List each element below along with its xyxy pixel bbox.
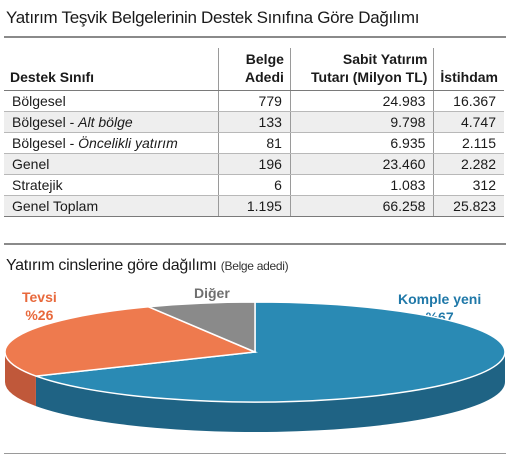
header-belge-line2: Adedi: [245, 69, 284, 85]
cell-destek-sinifi: Bölgesel: [4, 90, 219, 112]
pie-subtitle: (Belge adedi): [220, 259, 289, 273]
pie-slice-tevsi: [4, 305, 258, 377]
pie-label-tevsi-name: Tevsi: [22, 289, 57, 305]
pie-title: Yatırım cinslerine göre dağılımı (Belge …: [6, 257, 289, 275]
pie-tops: [4, 301, 506, 403]
cell-destek-sinifi: Bölgesel - Alt bölge: [4, 111, 219, 133]
cell-destek-sinifi: Genel: [4, 153, 219, 175]
pie-label-tevsi-pct: %26: [25, 307, 54, 323]
cell-name-suffix: Öncelikli yatırım: [78, 135, 178, 151]
cell-belge-adedi: 1.195: [218, 195, 291, 217]
pie-slice-diger: [148, 301, 256, 354]
cell-name-text: Genel Toplam: [12, 198, 99, 214]
cell-sabit-yatirim: 66.258: [289, 195, 434, 217]
pie-side-komple-yeni: [35, 352, 505, 432]
cell-belge-adedi: 196: [218, 153, 291, 175]
table-row: Stratejik 6 1.083 312: [4, 174, 504, 196]
section-divider: [4, 243, 506, 245]
header-belge-adedi: Belge Adedi: [218, 48, 291, 91]
cell-istihdam: 4.747: [433, 111, 504, 133]
cell-name-text: Stratejik: [12, 177, 63, 193]
header-sabit-line2: Tutarı (Milyon TL): [311, 69, 428, 85]
pie-chart: [4, 301, 506, 432]
cell-belge-adedi: 6: [218, 174, 291, 196]
header-sabit-line1: Sabit Yatırım: [342, 51, 428, 67]
cell-istihdam: 16.367: [433, 90, 504, 112]
cell-sabit-yatirim: 6.935: [289, 132, 434, 154]
header-belge-line1: Belge: [245, 51, 284, 67]
table-row: Genel 196 23.460 2.282: [4, 153, 504, 175]
cell-sabit-yatirim: 23.460: [289, 153, 434, 175]
bottom-divider: [4, 453, 506, 454]
cell-name-text: Bölgesel -: [12, 114, 79, 130]
pie-label-tevsi: Tevsi %26: [22, 288, 57, 324]
cell-destek-sinifi: Genel Toplam: [4, 195, 219, 217]
cell-istihdam: 312: [433, 174, 504, 196]
pie-slice-komple-yeni: [35, 301, 506, 403]
cell-name-text: Genel: [12, 156, 50, 172]
cell-belge-adedi: 81: [218, 132, 291, 154]
table-row: Genel Toplam 1.195 66.258 25.823: [4, 195, 504, 217]
table-row: Bölgesel - Alt bölge 133 9.798 4.747: [4, 111, 504, 133]
cell-istihdam: 2.115: [433, 132, 504, 154]
table-row: Bölgesel 779 24.983 16.367: [4, 90, 504, 112]
pie-side-tevsi: [5, 352, 36, 407]
cell-name-text: Bölgesel: [12, 93, 66, 109]
header-destek-sinifi: Destek Sınıfı: [4, 48, 219, 91]
pie-title-text: Yatırım cinslerine göre dağılımı: [6, 257, 217, 274]
cell-istihdam: 25.823: [433, 195, 504, 217]
cell-sabit-yatirim: 9.798: [289, 111, 434, 133]
cell-destek-sinifi: Stratejik: [4, 174, 219, 196]
cell-name-text: Bölgesel -: [12, 135, 79, 151]
header-sabit-yatirim: Sabit Yatırım Tutarı (Milyon TL): [289, 48, 434, 91]
header-istihdam: İstihdam: [433, 48, 504, 91]
cell-sabit-yatirim: 1.083: [289, 174, 434, 196]
support-class-table: Destek Sınıfı Belge Adedi Sabit Yatırım …: [4, 48, 504, 217]
pie-sides: [5, 352, 505, 432]
cell-sabit-yatirim: 24.983: [289, 90, 434, 112]
cell-belge-adedi: 779: [218, 90, 291, 112]
table-row: Bölgesel - Öncelikli yatırım 81 6.935 2.115: [4, 132, 504, 154]
cell-destek-sinifi: Bölgesel - Öncelikli yatırım: [4, 132, 219, 154]
pie-label-diger-name: Diğer: [194, 285, 230, 301]
title-divider: [4, 36, 506, 38]
cell-belge-adedi: 133: [218, 111, 291, 133]
pie-label-komple-name: Komple yeni: [398, 291, 482, 307]
table-title: Yatırım Teşvik Belgelerinin Destek Sınıf…: [6, 8, 420, 27]
cell-istihdam: 2.282: [433, 153, 504, 175]
cell-name-suffix: Alt bölge: [78, 114, 133, 130]
table-header-row: Destek Sınıfı Belge Adedi Sabit Yatırım …: [4, 48, 504, 91]
